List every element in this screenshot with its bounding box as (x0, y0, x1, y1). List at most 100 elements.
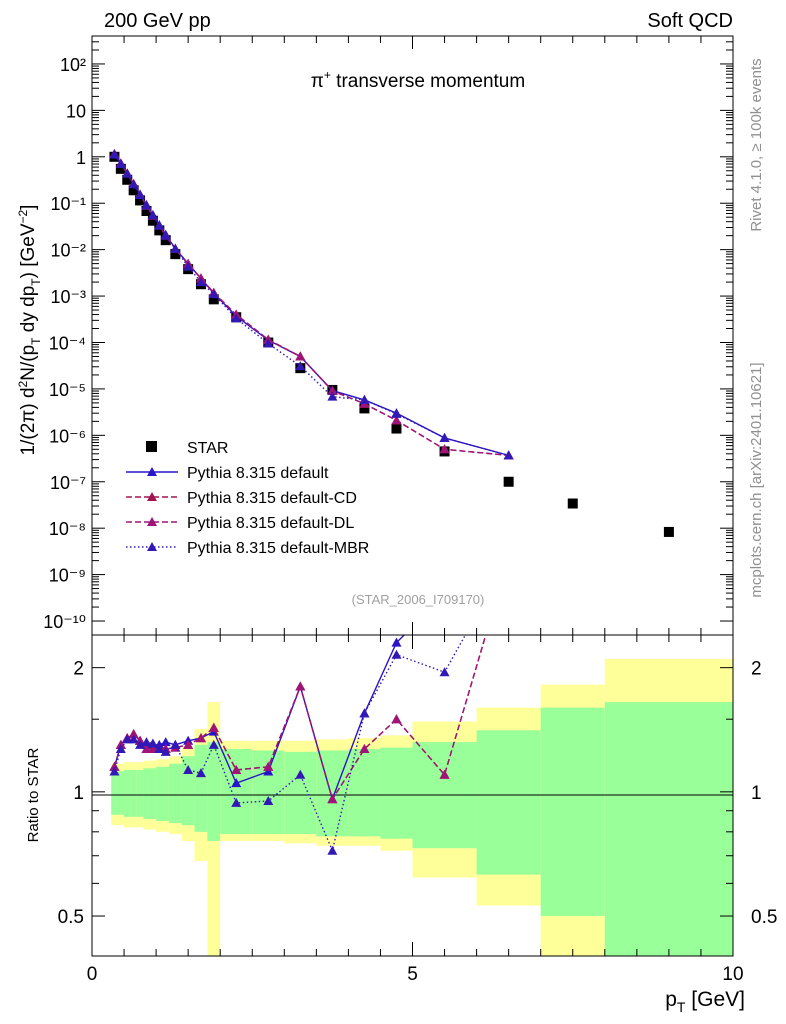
legend-marker (146, 441, 157, 452)
series-marker (109, 149, 120, 159)
star-point (135, 195, 146, 206)
ratio-marker (391, 714, 402, 724)
series-marker (147, 210, 158, 220)
legend-label: Pythia 8.315 default-CD (187, 490, 357, 507)
series-marker (327, 391, 338, 401)
green-band (604, 702, 733, 956)
spectrum-panel: π+ transverse momentum 10⁻¹⁰ 10⁻⁹ 10⁻⁸ 10⁻⁷… (43, 35, 734, 636)
series-marker (439, 444, 450, 454)
star-point (503, 476, 514, 487)
y-tick-label: 10⁻⁹ (49, 566, 86, 586)
legend-marker (147, 467, 157, 476)
ratio-marker (231, 764, 242, 774)
y-tick-label: 10⁻⁴ (49, 333, 86, 353)
green-band (348, 749, 381, 837)
series-marker (208, 289, 219, 299)
series-marker (183, 261, 194, 271)
y-tick-label: 10⁻⁵ (49, 380, 86, 400)
watermark: (STAR_2006_I709170) (352, 592, 485, 607)
star-point (154, 225, 165, 236)
series-line (113, 153, 509, 457)
ratio-panel: 0.5 0.5 1 1 2 2 0 5 10 Ratio to STAR (25, 634, 777, 985)
ratio-marker (359, 708, 370, 718)
star-point (128, 185, 139, 196)
ratio-y-tick-label: 0.5 (58, 907, 84, 928)
legend-label: Pythia 8.315 default-MBR (187, 540, 369, 557)
star-point (115, 163, 126, 174)
series-marker (359, 394, 370, 404)
ratio-marker (295, 769, 306, 779)
ratio-marker (439, 769, 450, 779)
series-marker (231, 313, 242, 323)
green-band (143, 768, 150, 819)
series-marker (263, 338, 274, 348)
green-band (194, 744, 208, 832)
ratio-marker (391, 637, 402, 647)
legend-label: STAR (187, 440, 228, 457)
header-left: 200 GeV pp (104, 10, 211, 32)
y-tick-label: 10⁻¹ (50, 194, 86, 214)
green-band (380, 747, 413, 839)
ratio-ticks: 0.5 0.5 1 1 2 2 0 5 10 (58, 635, 777, 985)
y-tick-label: 10⁻⁷ (50, 473, 86, 493)
ratio-marker (208, 739, 219, 749)
series-marker (128, 179, 139, 189)
x-tick-label: 5 (407, 964, 418, 985)
series-line (113, 153, 509, 457)
ratio-marker (327, 794, 338, 804)
star-point (122, 174, 133, 185)
series-marker (195, 277, 206, 287)
series-marker (122, 168, 133, 178)
star-point (170, 249, 181, 260)
ratio-marker (128, 729, 139, 739)
ratio-marker (109, 761, 120, 771)
series-marker (141, 200, 152, 210)
star-point (391, 423, 402, 434)
x-axis-label: pT [GeV] (665, 988, 745, 1015)
spectrum-y-label: 1/(2π) d2N/(pT dy dpT) [GeV−2] (16, 205, 43, 456)
series-marker (115, 158, 126, 168)
y-tick-label: 10⁻¹⁰ (43, 612, 86, 632)
ratio-marker (208, 722, 219, 732)
star-point (208, 294, 219, 305)
series-marker (391, 408, 402, 418)
green-band (207, 742, 221, 842)
series-marker (135, 190, 146, 200)
green-band (149, 768, 157, 819)
series-marker (295, 361, 306, 371)
star-point (567, 498, 578, 509)
header-right: Soft QCD (647, 10, 733, 32)
ratio-y-tick-label-right: 2 (751, 659, 762, 680)
ratio-marker (183, 764, 194, 774)
green-band (220, 749, 253, 835)
ratio-marker (160, 746, 171, 756)
y-tick-label: 10² (60, 55, 86, 75)
ratio-bands (111, 658, 733, 956)
ratio-marker (263, 761, 274, 771)
legend-label: Pythia 8.315 default-DL (187, 515, 354, 532)
ratio-marker (263, 796, 274, 806)
ratio-marker (231, 797, 242, 807)
ratio-marker (359, 744, 370, 754)
series-marker (391, 415, 402, 425)
ratio-series-group (109, 635, 487, 855)
green-band (168, 763, 182, 824)
green-band (316, 750, 349, 837)
legend-marker (147, 492, 157, 501)
green-band (111, 771, 118, 815)
ratio-y-tick-label: 2 (73, 659, 84, 680)
series-marker (439, 432, 450, 442)
spectrum-y-ticks: 10⁻¹⁰ 10⁻⁹ 10⁻⁸ 10⁻⁷ 10⁻⁶ 10⁻⁵ 10⁻⁴ 10⁻³ 10⁻² 10⁻… (43, 35, 734, 635)
ratio-marker (154, 744, 165, 754)
y-tick-label: 10 (66, 101, 86, 121)
side-label-mcplots: mcplots.cern.ch [arXiv:2401.10621] (748, 362, 765, 597)
ratio-marker (263, 766, 274, 776)
legend-marker (147, 542, 157, 551)
ratio-marker (195, 768, 206, 778)
series-marker (327, 385, 338, 395)
green-band (156, 766, 163, 821)
y-tick-label: 10⁻⁸ (49, 519, 86, 539)
series-line (113, 153, 509, 457)
spectrum-title: π+ transverse momentum (311, 68, 525, 92)
